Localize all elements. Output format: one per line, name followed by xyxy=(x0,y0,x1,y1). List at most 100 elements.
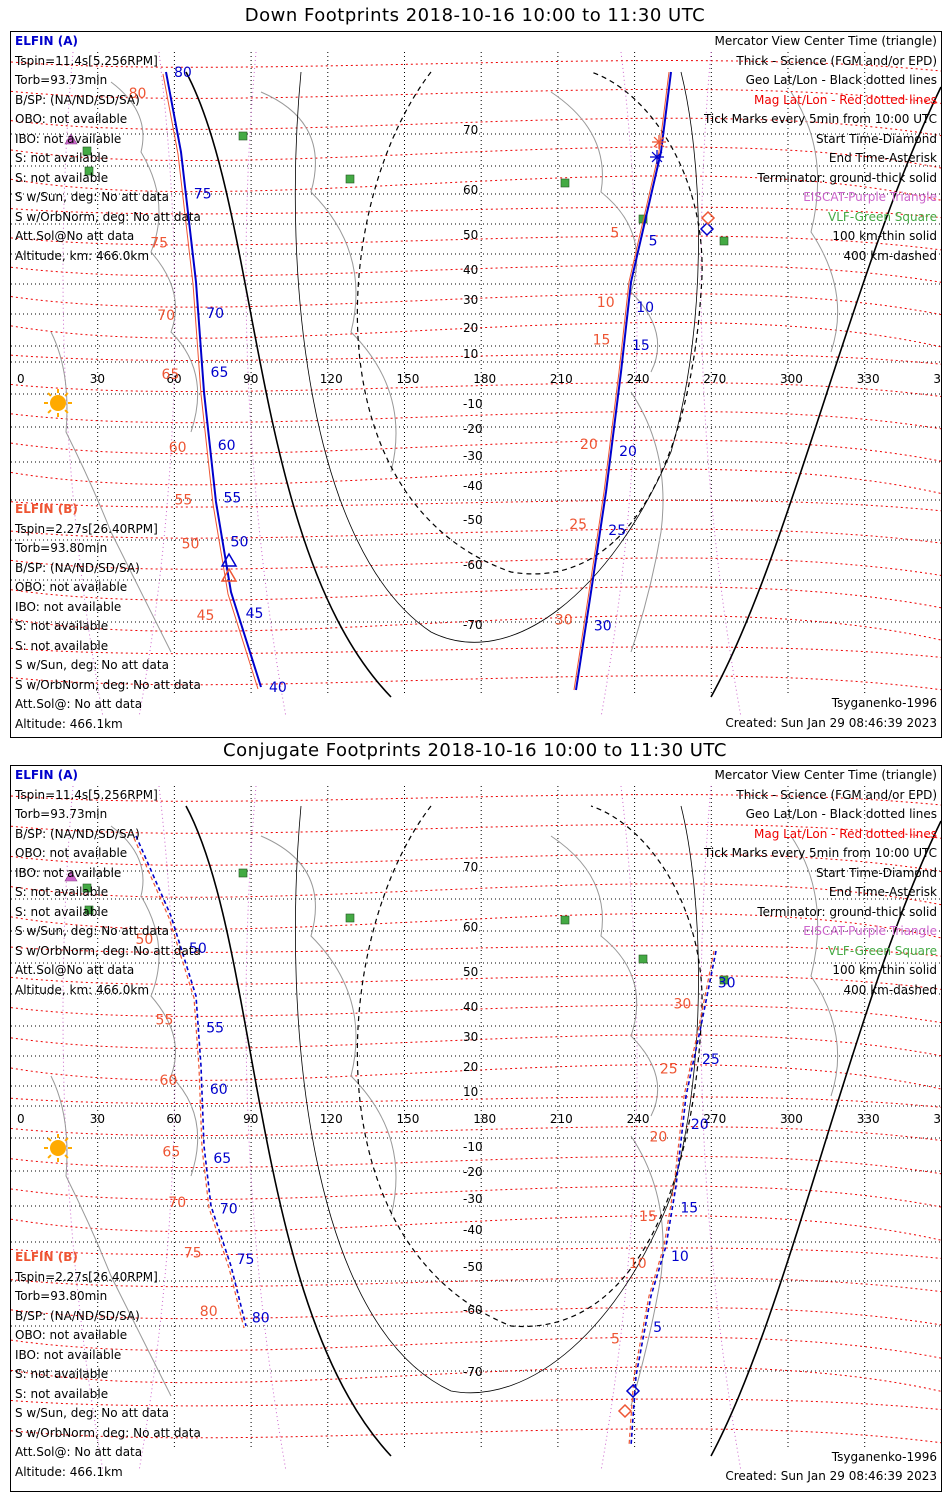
mag-parallel xyxy=(11,499,941,512)
elfin-b-track-time-label: 80 xyxy=(129,86,147,102)
sun-ray xyxy=(47,409,52,414)
legend-item: VLF-Green Square xyxy=(828,209,937,224)
vlf-station-square xyxy=(719,975,729,985)
elfin-a-label: ELFIN (A) xyxy=(15,34,78,48)
info-line: Torb=93.73min xyxy=(15,807,108,821)
legend-item: Start Time-Diamond xyxy=(815,865,937,880)
lon-tick-label: 120 xyxy=(320,1112,343,1126)
info-line: Att.Sol@: No att data xyxy=(15,1445,143,1459)
mag-parallel xyxy=(11,945,941,957)
terminator-400km xyxy=(356,71,703,575)
sun-icon xyxy=(50,1140,66,1156)
vlf-station-square xyxy=(560,915,570,925)
sun-ray xyxy=(64,1137,69,1142)
mag-parallel xyxy=(11,1428,941,1444)
elfin-b-track-2-time-label: 20 xyxy=(650,1130,668,1146)
elfin-a-track-2-time-label: 25 xyxy=(608,523,626,539)
coastline xyxy=(790,91,839,353)
info-line: B/SP: (NA/ND/SD/SA) xyxy=(15,92,140,107)
start-diamond xyxy=(625,1383,641,1399)
legend-item: Thick - Science (FGM and/or EPD) xyxy=(736,53,937,68)
legend-item: 400 km-dashed xyxy=(843,982,937,997)
coastline xyxy=(50,1075,172,1397)
legend-item: EISCAT-Purple Triangle xyxy=(803,924,937,938)
elfin-b-info: ELFIN (B) Tspin=2.27s[26.40RPM] Torb=93.… xyxy=(15,500,201,734)
sun-ray xyxy=(47,1154,52,1159)
info-line: OBO: not available xyxy=(15,580,128,594)
info-line: S: not available xyxy=(15,885,109,899)
lon-tick-label: 210 xyxy=(550,1112,573,1126)
coastline xyxy=(630,391,664,653)
elfin-b-label: ELFIN (B) xyxy=(15,1250,78,1264)
info-line: S w/OrbNorm, deg: No att data xyxy=(15,943,201,958)
terminator-100km xyxy=(295,805,699,1394)
info-line: S w/Sun, deg: No att data xyxy=(15,924,169,938)
info-line: OBO: not available xyxy=(15,112,128,126)
legend-item: Mag Lat/Lon - Red dotted lines xyxy=(753,826,937,841)
mag-parallel xyxy=(11,586,941,609)
mag-parallel xyxy=(11,823,941,839)
info-line: S: not available xyxy=(15,1386,109,1401)
coastline xyxy=(50,331,172,653)
info-line: IBO: not available xyxy=(15,131,122,146)
start-diamond xyxy=(700,210,716,226)
elfin-b-track-time-label: 55 xyxy=(156,1013,174,1029)
elfin-a-track-2-time-label: 25 xyxy=(702,1052,720,1068)
mag-parallel xyxy=(11,382,941,397)
end-asterisk xyxy=(651,151,663,163)
info-line: Att.Sol@: No att data xyxy=(15,697,143,711)
coastline xyxy=(550,91,659,373)
eiscat-triangle xyxy=(64,870,78,882)
lat-tick-label: 20 xyxy=(463,1060,478,1074)
elfin-b-track-time-label: 50 xyxy=(182,537,200,553)
lon-tick-label: 180 xyxy=(473,372,496,386)
mag-parallel xyxy=(11,410,941,430)
elfin-a-track-2 xyxy=(630,950,717,1447)
terminator-400km xyxy=(356,805,703,1328)
terminator-line xyxy=(710,86,941,698)
elfin-b-track-time-label: 70 xyxy=(168,1195,186,1211)
elfin-b-track-time-label: 75 xyxy=(184,1245,202,1261)
vlf-station-square xyxy=(82,883,92,893)
lon-tick-label: 270 xyxy=(703,372,726,386)
elfin-a-track xyxy=(135,835,247,1327)
lon-tick-label: 0 xyxy=(17,1112,25,1126)
mag-parallel xyxy=(11,1034,941,1057)
elfin-a-track-2-time-label: 20 xyxy=(691,1117,709,1133)
sun-ray xyxy=(64,392,69,397)
mag-parallel xyxy=(11,1247,941,1259)
info-line: S w/Sun, deg: No att data xyxy=(15,658,169,672)
conjugate-map: 0 30 60 90 120 150 180 210 240 270 300 330 360 70 60 50… xyxy=(11,785,941,1472)
elfin-b-track-time-label: 65 xyxy=(162,367,180,383)
elfin-a-track-2-time-label: 10 xyxy=(636,300,654,316)
elfin-a-track-time-label: 50 xyxy=(231,535,249,551)
mag-parallel xyxy=(11,646,941,658)
lon-tick-label: 240 xyxy=(627,1112,650,1126)
lon-tick-label: 0 xyxy=(17,372,25,386)
mag-parallel xyxy=(11,1398,941,1411)
info-line: Tspin=2.27s[26.40RPM] xyxy=(15,1269,158,1284)
elfin-a-track-time-label: 70 xyxy=(206,306,224,322)
info-line: Torb=93.80min xyxy=(15,1289,108,1303)
info-line: S: not available xyxy=(15,170,109,185)
info-line: S: not available xyxy=(15,151,109,165)
conjugate-title: Conjugate Footprints 2018-10-16 10:00 to… xyxy=(223,740,727,761)
info-line: IBO: not available xyxy=(15,1347,122,1362)
lat-tick-label: 20 xyxy=(463,321,478,335)
info-line: S: not available xyxy=(15,1367,109,1381)
info-line: Tspin=11.4s[5.256RPM] xyxy=(15,787,158,802)
elfin-b-track-2-time-label: 15 xyxy=(593,333,611,349)
mag-parallel xyxy=(11,235,941,251)
legend-item: Start Time-Diamond xyxy=(815,131,937,146)
legend-item: Mercator View Center Time (triangle) xyxy=(714,34,937,48)
lon-tick-label: 270 xyxy=(703,1112,726,1126)
info-line: S w/Sun, deg: No att data xyxy=(15,1406,169,1420)
legend-item: End Time-Asterisk xyxy=(828,885,937,899)
elfin-b-track-2-time-label: 25 xyxy=(660,1062,678,1078)
mag-parallel xyxy=(11,206,941,219)
lon-tick-label: 60 xyxy=(166,1112,181,1126)
elfin-a-track-2-time-label: 5 xyxy=(649,233,658,249)
down-map: 0 30 60 90 120 150 180 210 240 270 300 330 360 70 60 50… xyxy=(11,51,941,718)
lon-tick-label: 300 xyxy=(780,372,803,386)
info-line: S w/OrbNorm, deg: No att data xyxy=(15,209,201,224)
